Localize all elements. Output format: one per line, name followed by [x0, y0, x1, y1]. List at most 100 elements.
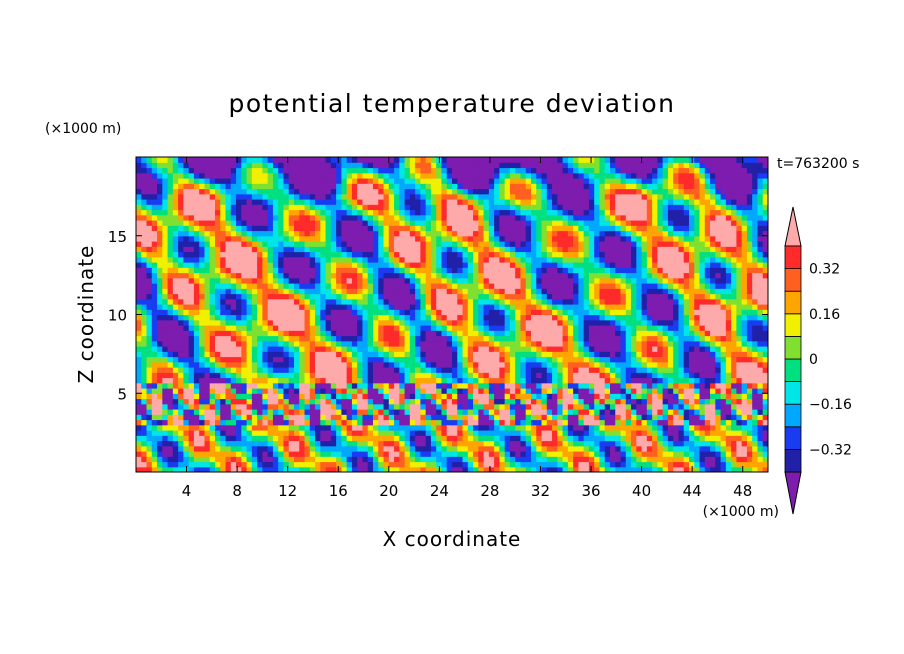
field-cell — [488, 272, 495, 279]
field-cell — [220, 277, 227, 284]
field-cell — [509, 419, 516, 426]
field-cell — [488, 430, 495, 436]
field-cell — [215, 298, 221, 305]
field-cell — [415, 340, 421, 347]
field-cell — [504, 340, 511, 347]
field-cell — [209, 298, 216, 305]
field-cell — [199, 435, 206, 442]
field-cell — [441, 419, 448, 426]
field-cell — [509, 361, 516, 368]
field-cell — [294, 220, 300, 226]
field-cell — [515, 204, 522, 211]
field-cell — [541, 346, 548, 352]
field-cell — [278, 367, 285, 373]
field-cell — [236, 367, 242, 373]
field-cell — [330, 356, 337, 363]
field-cell — [388, 309, 395, 316]
field-cell — [257, 314, 263, 321]
field-cell — [404, 377, 411, 384]
field-cell — [278, 277, 285, 284]
field-cell — [167, 451, 174, 457]
field-cell — [215, 225, 221, 232]
field-cell — [304, 178, 311, 184]
field-cell — [294, 346, 300, 352]
field-cell — [320, 214, 327, 221]
field-cell — [536, 298, 543, 305]
field-cell — [299, 167, 306, 174]
field-cell — [162, 456, 169, 463]
field-cell — [399, 335, 406, 342]
field-cell — [441, 230, 448, 237]
field-cell — [509, 283, 516, 289]
field-cell — [457, 319, 464, 326]
field-cell — [467, 330, 474, 337]
field-cell — [378, 367, 385, 373]
field-cell — [409, 293, 416, 300]
field-cell — [378, 183, 385, 190]
field-cell — [383, 451, 390, 457]
field-cell — [236, 178, 242, 184]
field-cell — [188, 330, 195, 337]
field-cell — [341, 424, 348, 431]
field-cell — [304, 172, 311, 179]
field-cell — [346, 272, 353, 279]
field-cell — [515, 230, 522, 237]
field-cell — [446, 220, 453, 226]
field-cell — [288, 372, 295, 379]
field-cell — [536, 377, 543, 384]
field-cell — [267, 314, 274, 321]
field-cell — [436, 277, 443, 284]
field-cell — [225, 314, 232, 321]
field-cell — [394, 262, 400, 268]
field-cell — [183, 251, 190, 258]
field-cell — [346, 262, 353, 268]
field-cell — [315, 251, 321, 258]
field-cell — [262, 230, 269, 237]
field-cell — [436, 209, 443, 216]
field-cell — [251, 456, 258, 463]
field-cell — [536, 398, 543, 405]
field-cell — [536, 367, 543, 373]
field-cell — [351, 293, 358, 300]
field-cell — [420, 398, 427, 405]
field-cell — [388, 193, 395, 200]
field-cell — [436, 188, 443, 195]
field-cell — [304, 403, 311, 410]
field-cell — [388, 314, 395, 321]
field-cell — [504, 162, 511, 169]
field-cell — [509, 204, 516, 211]
field-cell — [546, 466, 553, 472]
field-cell — [330, 419, 337, 426]
field-cell — [446, 393, 453, 400]
field-cell — [404, 220, 411, 226]
field-cell — [136, 393, 142, 400]
field-cell — [357, 267, 364, 274]
field-cell — [136, 199, 142, 205]
field-cell — [188, 372, 195, 379]
field-cell — [415, 230, 421, 237]
field-cell — [367, 403, 374, 410]
field-cell — [536, 356, 543, 363]
field-cell — [136, 367, 142, 373]
field-cell — [304, 214, 311, 221]
field-cell — [262, 419, 269, 426]
field-cell — [546, 167, 553, 174]
field-cell — [136, 430, 142, 436]
field-cell — [388, 409, 395, 415]
field-cell — [362, 314, 369, 321]
field-cell — [209, 388, 216, 394]
field-cell — [283, 288, 290, 295]
field-cell — [204, 424, 211, 431]
field-cell — [494, 445, 500, 452]
field-cell — [409, 382, 416, 389]
field-cell — [236, 340, 242, 347]
field-cell — [262, 178, 269, 184]
field-cell — [199, 335, 206, 342]
field-cell — [452, 204, 458, 211]
field-cell — [467, 183, 474, 190]
field-cell — [325, 199, 332, 205]
field-cell — [531, 220, 537, 226]
field-cell — [346, 335, 353, 342]
field-cell — [204, 162, 211, 169]
field-cell — [341, 461, 348, 468]
